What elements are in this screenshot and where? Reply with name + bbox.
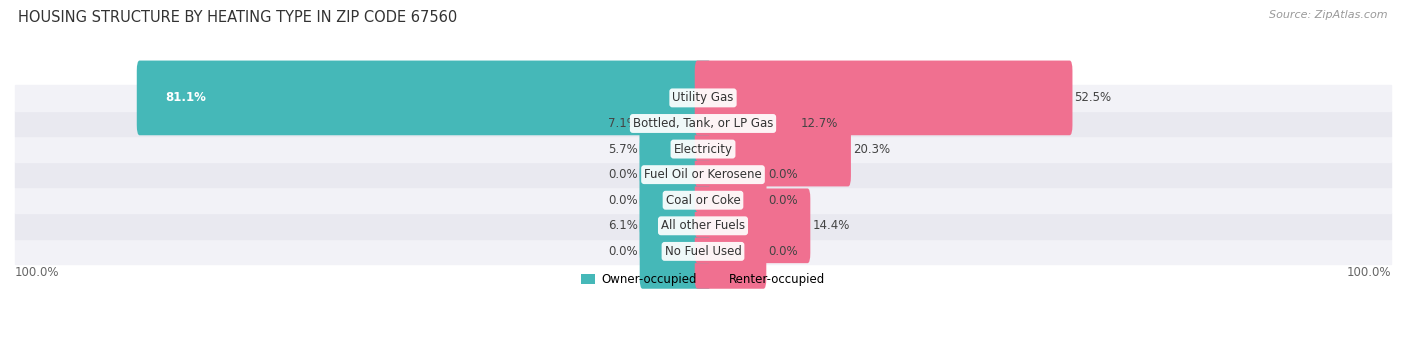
Legend: Owner-occupied, Renter-occupied: Owner-occupied, Renter-occupied bbox=[576, 268, 830, 291]
Text: 5.7%: 5.7% bbox=[607, 143, 638, 155]
Text: 52.5%: 52.5% bbox=[1074, 91, 1112, 104]
Text: Utility Gas: Utility Gas bbox=[672, 91, 734, 104]
Text: 20.3%: 20.3% bbox=[853, 143, 890, 155]
FancyBboxPatch shape bbox=[640, 214, 711, 289]
Text: 7.1%: 7.1% bbox=[607, 117, 638, 130]
Bar bbox=[15, 85, 1391, 111]
FancyBboxPatch shape bbox=[695, 163, 766, 238]
FancyBboxPatch shape bbox=[640, 137, 711, 212]
Bar bbox=[15, 239, 1391, 264]
Bar bbox=[15, 188, 1391, 213]
Text: 0.0%: 0.0% bbox=[768, 194, 799, 207]
Text: 100.0%: 100.0% bbox=[1347, 266, 1391, 279]
FancyBboxPatch shape bbox=[695, 214, 766, 289]
FancyBboxPatch shape bbox=[695, 61, 1073, 135]
Text: 0.0%: 0.0% bbox=[768, 168, 799, 181]
FancyBboxPatch shape bbox=[136, 61, 711, 135]
Text: No Fuel Used: No Fuel Used bbox=[665, 245, 741, 258]
Bar bbox=[15, 136, 1391, 162]
FancyBboxPatch shape bbox=[695, 189, 810, 263]
Text: Coal or Coke: Coal or Coke bbox=[665, 194, 741, 207]
Text: 12.7%: 12.7% bbox=[800, 117, 838, 130]
FancyBboxPatch shape bbox=[640, 163, 711, 238]
Text: All other Fuels: All other Fuels bbox=[661, 219, 745, 232]
Text: Bottled, Tank, or LP Gas: Bottled, Tank, or LP Gas bbox=[633, 117, 773, 130]
Text: Source: ZipAtlas.com: Source: ZipAtlas.com bbox=[1270, 10, 1388, 20]
Text: 14.4%: 14.4% bbox=[813, 219, 849, 232]
Bar bbox=[15, 162, 1391, 188]
FancyBboxPatch shape bbox=[695, 112, 851, 187]
Text: 0.0%: 0.0% bbox=[607, 245, 638, 258]
Text: 0.0%: 0.0% bbox=[607, 168, 638, 181]
Text: HOUSING STRUCTURE BY HEATING TYPE IN ZIP CODE 67560: HOUSING STRUCTURE BY HEATING TYPE IN ZIP… bbox=[18, 10, 457, 25]
Bar bbox=[15, 111, 1391, 136]
Text: 6.1%: 6.1% bbox=[607, 219, 638, 232]
Text: 0.0%: 0.0% bbox=[768, 245, 799, 258]
FancyBboxPatch shape bbox=[695, 86, 799, 161]
Text: Fuel Oil or Kerosene: Fuel Oil or Kerosene bbox=[644, 168, 762, 181]
Text: 81.1%: 81.1% bbox=[166, 91, 207, 104]
Bar bbox=[15, 213, 1391, 239]
FancyBboxPatch shape bbox=[640, 86, 711, 161]
Text: 0.0%: 0.0% bbox=[607, 194, 638, 207]
FancyBboxPatch shape bbox=[695, 137, 766, 212]
FancyBboxPatch shape bbox=[640, 189, 711, 263]
Text: Electricity: Electricity bbox=[673, 143, 733, 155]
FancyBboxPatch shape bbox=[640, 112, 711, 187]
Text: 100.0%: 100.0% bbox=[15, 266, 59, 279]
